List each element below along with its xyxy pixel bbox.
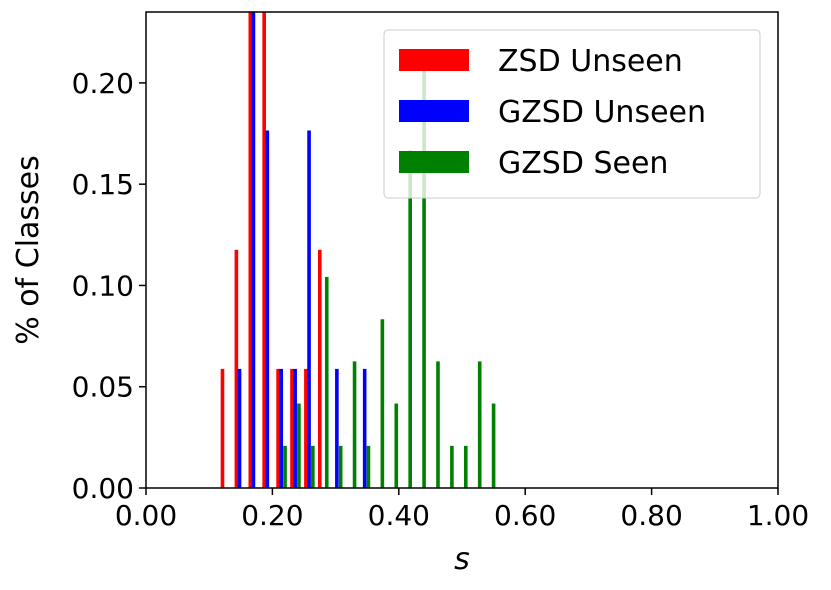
bar-series-2-point-0 [283, 445, 287, 488]
y-tick-label: 0.15 [72, 168, 134, 201]
bar-series-0-point-3 [262, 11, 266, 488]
legend-label: ZSD Unseen [498, 44, 683, 79]
bar-series-2-point-10 [422, 66, 426, 488]
legend-label: GZSD Unseen [498, 95, 706, 130]
legend-box [383, 29, 761, 199]
plot-frame [145, 11, 779, 489]
legend-label: GZSD Seen [498, 146, 668, 181]
legend-swatch [399, 151, 469, 173]
bar-series-1-point-0 [237, 368, 242, 488]
bar-series-1-point-3 [279, 368, 284, 488]
x-tick-label: 0.40 [368, 499, 430, 532]
bar-series-1-point-7 [362, 368, 367, 488]
bar-series-1-point-4 [293, 368, 297, 488]
y-tick-label: 0.10 [72, 269, 134, 302]
bar-series-2-point-14 [477, 361, 482, 488]
y-axis: 0.00 0.05 0.10 0.15 0.20 [72, 67, 146, 505]
bar-series-0-point-6 [304, 368, 308, 488]
legend-swatch [399, 100, 469, 122]
x-tick-label: 0.20 [241, 499, 303, 532]
bar-series-2-point-5 [352, 361, 357, 488]
bar-series-0-point-5 [290, 368, 294, 488]
bar-series-2-point-4 [338, 445, 343, 488]
bar-series-2-point-9 [408, 150, 412, 488]
bar-series-2-point-3 [324, 276, 329, 488]
x-axis: 0.00 0.20 0.40 0.60 0.80 1.00 [115, 488, 809, 532]
bar-series-2-point-11 [436, 361, 440, 488]
bar-series-2-point-12 [450, 445, 454, 488]
y-tick-label: 0.00 [72, 472, 134, 505]
x-tick-label: 0.60 [494, 499, 556, 532]
legend: ZSD Unseen GZSD Unseen GZSD Seen [383, 29, 761, 199]
y-axis-label: % of Classes [11, 155, 46, 345]
legend-swatch [399, 49, 469, 71]
bar-series-1-point-1 [251, 11, 256, 488]
bar-series-2-point-13 [463, 445, 468, 488]
bars-layer [220, 11, 496, 489]
bar-series-0-point-4 [276, 368, 280, 488]
x-tick-label: 0.00 [115, 499, 177, 532]
bar-series-2-point-1 [297, 403, 301, 488]
x-tick-label: 0.80 [620, 499, 682, 532]
bar-series-0-point-7 [318, 249, 322, 488]
bar-series-0-point-0 [220, 368, 225, 488]
bar-series-2-point-2 [311, 445, 315, 488]
y-tick-label: 0.20 [72, 67, 134, 100]
bar-series-2-point-8 [394, 403, 399, 488]
bar-series-2-point-15 [491, 403, 496, 488]
bar-series-1-point-2 [265, 130, 270, 489]
x-tick-label: 1.00 [747, 499, 809, 532]
bar-series-1-point-6 [335, 368, 339, 488]
y-tick-label: 0.05 [72, 371, 134, 404]
bar-series-0-point-1 [234, 249, 239, 488]
bar-series-1-point-5 [307, 130, 311, 489]
x-axis-label: s [454, 542, 470, 577]
bar-series-0-point-2 [248, 11, 253, 488]
bar-series-2-point-6 [366, 445, 371, 488]
bar-series-2-point-7 [380, 319, 385, 488]
